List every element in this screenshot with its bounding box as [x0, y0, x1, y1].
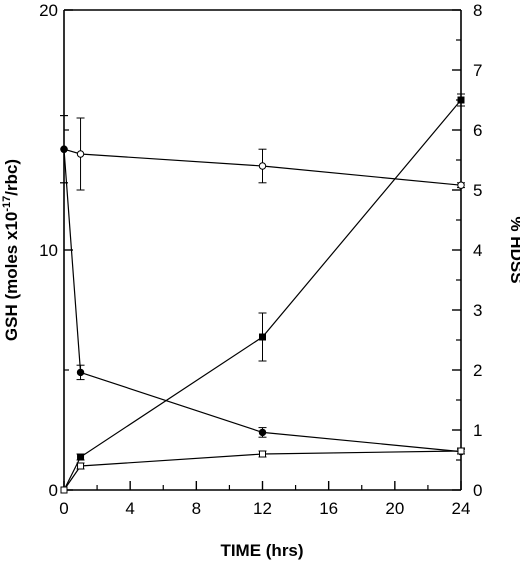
right-y-tick-label: 2 — [473, 361, 482, 380]
x-tick-label: 0 — [59, 499, 68, 518]
x-tick-label: 8 — [192, 499, 201, 518]
right-y-tick-label: 0 — [473, 481, 482, 500]
series-4 — [60, 447, 465, 494]
series-group — [60, 93, 465, 494]
left-y-axis-title: GSH (moles x10-17/rbc) — [1, 159, 21, 341]
data-point — [77, 453, 85, 461]
right-y-tick-label: 3 — [473, 301, 482, 320]
x-tick-label: 24 — [452, 499, 471, 518]
data-point — [259, 450, 266, 458]
left-y-tick-label: 10 — [39, 241, 58, 260]
data-point — [457, 447, 465, 455]
x-tick-label: 12 — [253, 499, 272, 518]
series-line — [63, 149, 462, 453]
right-y-axis-title: % HDSS — [507, 216, 520, 283]
series-line — [63, 99, 462, 491]
data-point — [76, 368, 85, 377]
series-line — [63, 148, 462, 186]
left-y-axis-title-tail: /rbc) — [2, 159, 21, 196]
data-point — [60, 486, 68, 494]
x-tick-label: 4 — [125, 499, 134, 518]
x-tick-label: 20 — [385, 499, 404, 518]
x-axis-title: TIME (hrs) — [220, 541, 303, 560]
right-y-tick-label: 6 — [473, 121, 482, 140]
right-y-tick-label: 8 — [473, 1, 482, 20]
data-point — [77, 462, 85, 470]
data-point — [457, 181, 465, 189]
left-y-axis-title-main: GSH (moles x10 — [2, 212, 21, 341]
plot-area — [63, 9, 462, 491]
left-y-tick-label: 20 — [39, 1, 58, 20]
right-y-tick-label: 5 — [473, 181, 482, 200]
series-line — [63, 450, 462, 491]
data-point — [258, 162, 267, 170]
data-point — [259, 333, 266, 341]
right-y-tick-label: 4 — [473, 241, 482, 260]
left-y-axis-title-sup: -17 — [1, 196, 13, 212]
right-y-tick-label: 1 — [473, 421, 482, 440]
data-point — [60, 145, 68, 153]
x-tick-label: 16 — [319, 499, 338, 518]
data-point — [258, 428, 267, 437]
data-point — [457, 96, 465, 104]
series-1 — [60, 115, 465, 191]
right-y-tick-label: 7 — [473, 61, 482, 80]
left-y-tick-label: 0 — [49, 481, 58, 500]
data-point — [76, 150, 85, 158]
